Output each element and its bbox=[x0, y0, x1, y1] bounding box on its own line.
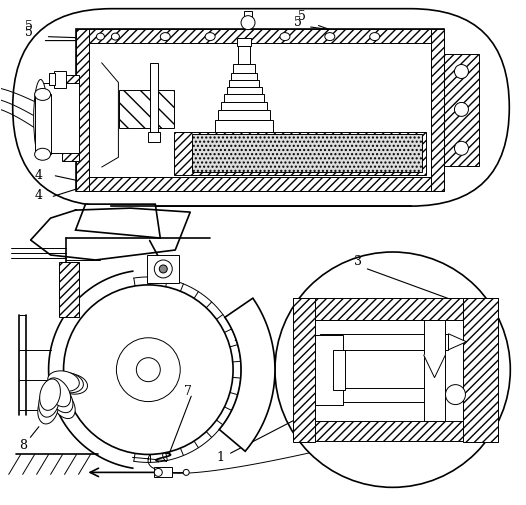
Bar bbox=[62, 75, 78, 161]
Ellipse shape bbox=[205, 33, 215, 40]
Bar bbox=[444, 54, 479, 166]
Bar bbox=[218, 111, 270, 120]
Ellipse shape bbox=[34, 79, 47, 157]
Circle shape bbox=[159, 265, 167, 273]
Ellipse shape bbox=[35, 88, 50, 100]
Polygon shape bbox=[102, 63, 118, 167]
Text: 5: 5 bbox=[298, 10, 306, 23]
Bar bbox=[192, 134, 421, 172]
Ellipse shape bbox=[51, 390, 75, 419]
Bar bbox=[48, 74, 55, 85]
Circle shape bbox=[64, 285, 233, 454]
Text: 8: 8 bbox=[18, 439, 27, 452]
Polygon shape bbox=[35, 94, 50, 154]
Bar bbox=[320, 388, 446, 401]
Circle shape bbox=[454, 141, 469, 155]
Bar bbox=[237, 37, 251, 45]
Bar bbox=[215, 120, 273, 132]
Circle shape bbox=[446, 385, 466, 405]
Circle shape bbox=[454, 103, 469, 116]
Circle shape bbox=[275, 252, 510, 487]
Text: 2: 2 bbox=[233, 331, 241, 344]
Bar bbox=[119, 90, 174, 128]
FancyBboxPatch shape bbox=[13, 9, 509, 206]
Bar bbox=[293, 420, 498, 441]
Circle shape bbox=[241, 16, 255, 30]
Ellipse shape bbox=[47, 378, 70, 407]
Bar bbox=[229, 80, 259, 87]
Bar bbox=[154, 468, 172, 477]
Bar bbox=[231, 74, 257, 80]
Bar bbox=[463, 298, 498, 442]
Bar bbox=[224, 94, 264, 103]
Bar bbox=[315, 335, 343, 405]
Ellipse shape bbox=[280, 33, 290, 40]
Ellipse shape bbox=[35, 148, 50, 160]
Circle shape bbox=[136, 358, 160, 382]
Bar bbox=[76, 29, 89, 191]
Bar bbox=[148, 132, 160, 142]
Bar bbox=[147, 255, 179, 283]
Circle shape bbox=[154, 260, 172, 278]
Text: 5: 5 bbox=[25, 26, 33, 39]
Bar bbox=[41, 83, 78, 154]
Polygon shape bbox=[76, 204, 160, 238]
Ellipse shape bbox=[325, 33, 335, 40]
Bar bbox=[58, 262, 78, 317]
Ellipse shape bbox=[49, 384, 73, 413]
Ellipse shape bbox=[56, 374, 87, 394]
Bar bbox=[76, 29, 444, 191]
Circle shape bbox=[116, 338, 180, 401]
Ellipse shape bbox=[96, 33, 105, 40]
Bar bbox=[238, 45, 250, 64]
Text: 4: 4 bbox=[35, 169, 43, 182]
Bar bbox=[76, 177, 444, 191]
Circle shape bbox=[454, 65, 469, 78]
Text: 4: 4 bbox=[35, 189, 43, 201]
Bar bbox=[315, 320, 463, 421]
Text: 5: 5 bbox=[25, 20, 33, 33]
Ellipse shape bbox=[160, 33, 170, 40]
Ellipse shape bbox=[38, 392, 58, 424]
Bar bbox=[54, 71, 66, 88]
Bar bbox=[293, 298, 498, 320]
Ellipse shape bbox=[48, 371, 79, 391]
Ellipse shape bbox=[52, 372, 84, 393]
Polygon shape bbox=[423, 355, 446, 378]
Bar bbox=[150, 63, 158, 132]
Bar bbox=[233, 64, 255, 74]
Bar bbox=[174, 132, 426, 175]
Bar bbox=[293, 298, 315, 442]
Ellipse shape bbox=[39, 386, 59, 417]
Text: 6: 6 bbox=[243, 308, 251, 320]
Polygon shape bbox=[219, 298, 275, 451]
Text: 7: 7 bbox=[184, 385, 192, 398]
Bar bbox=[76, 29, 444, 42]
Ellipse shape bbox=[39, 379, 60, 411]
Text: 1: 1 bbox=[216, 451, 224, 464]
Ellipse shape bbox=[370, 33, 380, 40]
Circle shape bbox=[154, 469, 163, 476]
Text: 3: 3 bbox=[354, 256, 362, 269]
Ellipse shape bbox=[112, 33, 119, 40]
Bar bbox=[320, 334, 449, 350]
Bar bbox=[431, 29, 444, 191]
Bar bbox=[89, 42, 431, 177]
Bar bbox=[244, 11, 252, 23]
Polygon shape bbox=[449, 334, 467, 350]
Bar bbox=[423, 320, 446, 421]
Ellipse shape bbox=[183, 470, 189, 475]
Bar bbox=[333, 350, 345, 390]
Bar bbox=[227, 87, 262, 94]
Text: 5: 5 bbox=[294, 16, 302, 29]
Bar bbox=[221, 103, 267, 111]
